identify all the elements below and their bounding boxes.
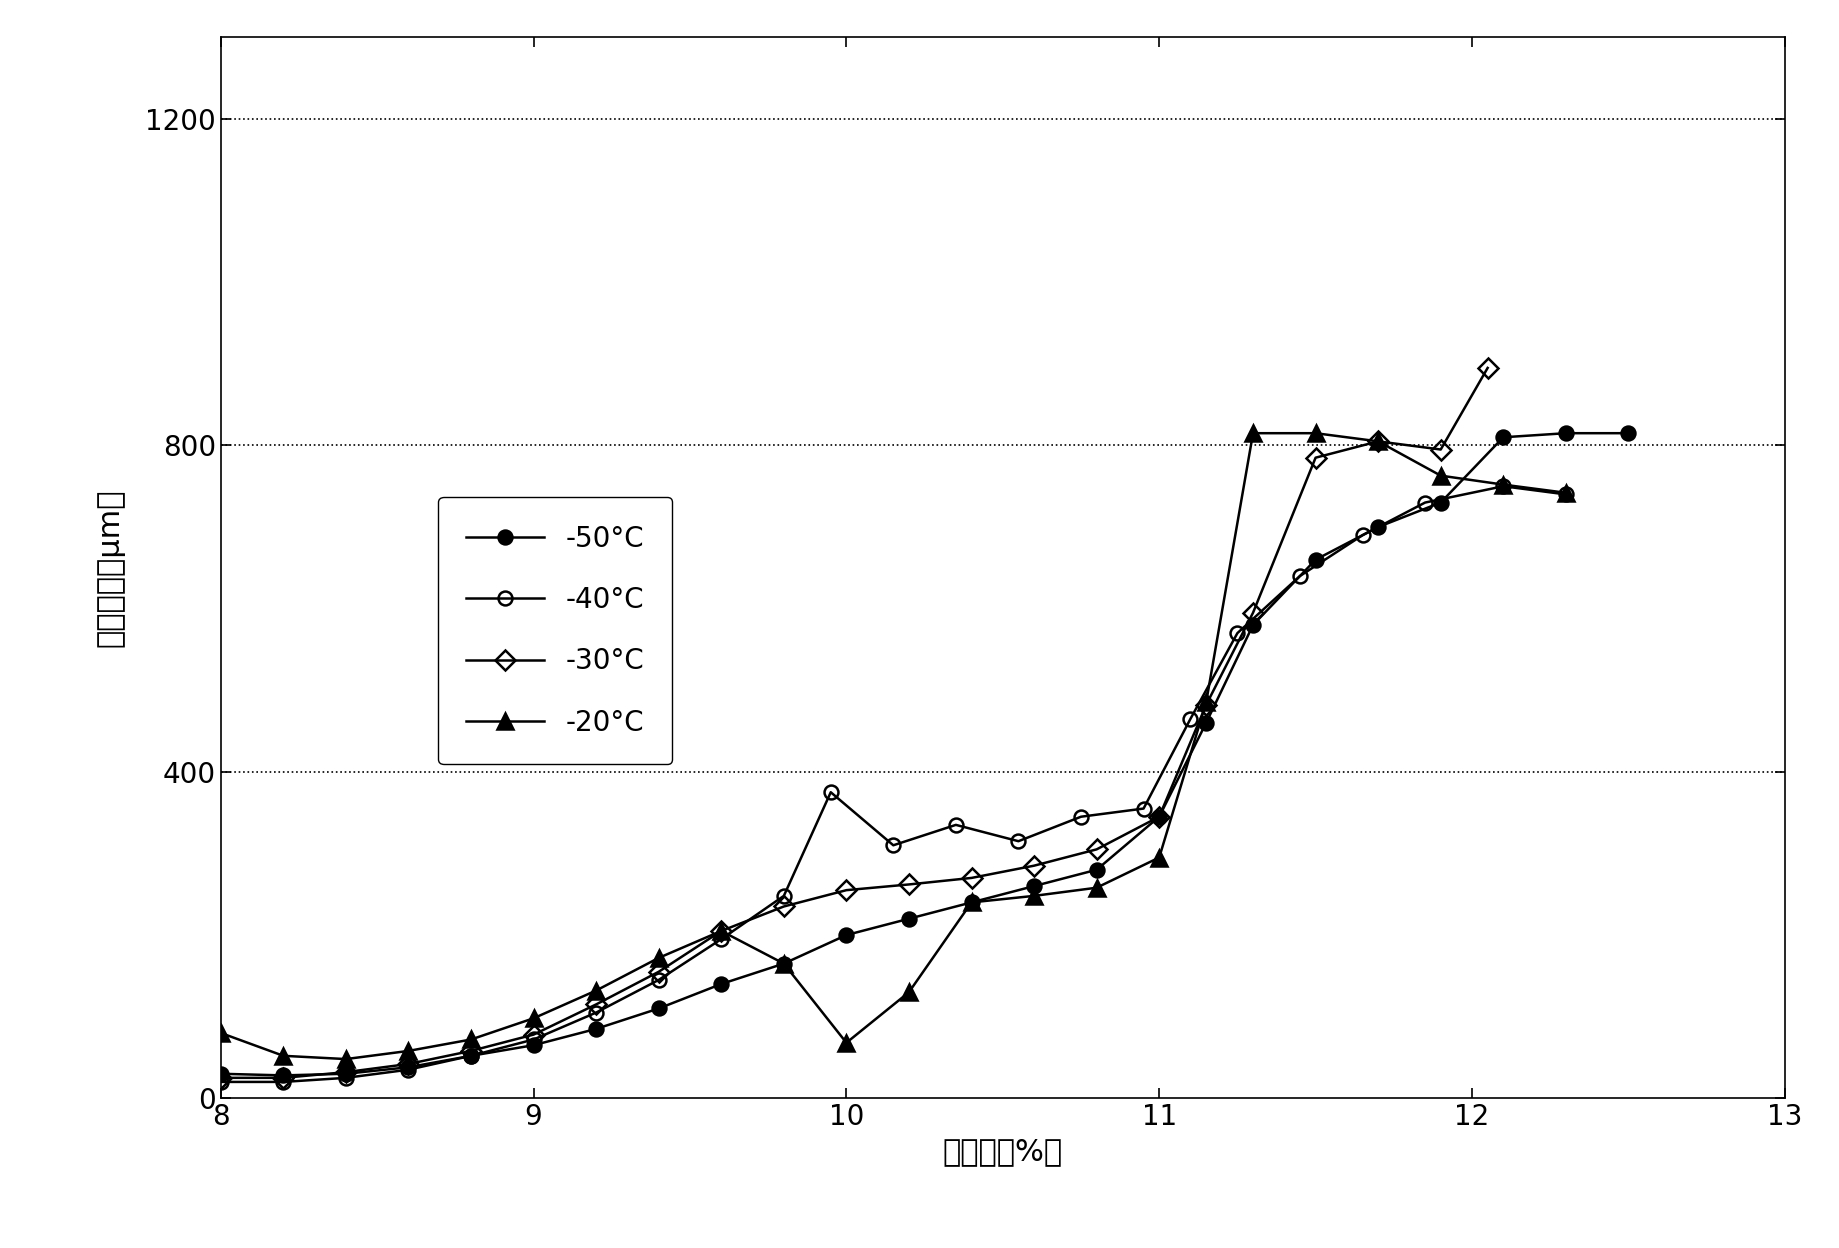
-40°C — [1414, 495, 1436, 510]
-30°C — [1304, 451, 1326, 466]
-40°C — [272, 1075, 294, 1090]
X-axis label: 含水率（%）: 含水率（%） — [942, 1137, 1063, 1166]
-40°C — [585, 1005, 607, 1020]
-50°C — [1304, 552, 1326, 567]
-30°C — [1241, 605, 1263, 620]
-20°C — [272, 1048, 294, 1063]
-30°C — [585, 997, 607, 1012]
Line: -40°C: -40°C — [213, 479, 1572, 1088]
-30°C — [772, 899, 794, 914]
-40°C — [883, 837, 905, 852]
-30°C — [335, 1065, 357, 1080]
-50°C — [1195, 715, 1217, 730]
-30°C — [1366, 434, 1388, 449]
-20°C — [1022, 889, 1045, 904]
-50°C — [897, 911, 920, 926]
-30°C — [1022, 859, 1045, 874]
-40°C — [945, 817, 967, 832]
-30°C — [897, 877, 920, 892]
Line: -20°C: -20°C — [213, 426, 1572, 1067]
Y-axis label: 孔径大小（μm）: 孔径大小（μm） — [96, 488, 125, 648]
-50°C — [210, 1066, 232, 1081]
-40°C — [1008, 834, 1030, 849]
-50°C — [835, 927, 857, 942]
-20°C — [1429, 468, 1451, 483]
Legend: -50°C, -40°C, -30°C, -20°C: -50°C, -40°C, -30°C, -20°C — [438, 497, 671, 765]
-30°C — [835, 882, 857, 897]
-40°C — [335, 1071, 357, 1086]
-30°C — [272, 1071, 294, 1086]
-40°C — [522, 1032, 544, 1047]
-40°C — [1352, 528, 1374, 543]
-50°C — [585, 1021, 607, 1036]
-20°C — [1304, 426, 1326, 441]
-50°C — [1491, 429, 1513, 444]
-50°C — [1616, 426, 1639, 441]
-20°C — [1491, 477, 1513, 492]
-40°C — [1179, 711, 1201, 726]
-20°C — [960, 895, 982, 910]
-40°C — [710, 931, 732, 946]
-50°C — [960, 895, 982, 910]
-40°C — [818, 785, 840, 800]
-40°C — [1133, 801, 1155, 816]
-30°C — [1085, 842, 1107, 857]
-40°C — [1554, 487, 1576, 502]
-30°C — [1477, 361, 1499, 376]
-50°C — [1366, 519, 1388, 534]
-20°C — [647, 951, 669, 966]
-50°C — [335, 1066, 357, 1081]
-40°C — [210, 1075, 232, 1090]
-50°C — [772, 956, 794, 971]
-50°C — [1085, 862, 1107, 877]
-50°C — [397, 1060, 419, 1075]
-30°C — [210, 1071, 232, 1086]
-20°C — [1195, 695, 1217, 710]
Line: -30°C: -30°C — [213, 361, 1493, 1085]
-30°C — [397, 1057, 419, 1072]
-40°C — [772, 889, 794, 904]
-20°C — [335, 1052, 357, 1067]
-50°C — [272, 1068, 294, 1083]
-20°C — [397, 1043, 419, 1058]
-20°C — [710, 924, 732, 938]
-30°C — [647, 965, 669, 980]
-40°C — [460, 1048, 482, 1063]
-30°C — [960, 870, 982, 885]
-50°C — [1554, 426, 1576, 441]
-20°C — [835, 1036, 857, 1051]
-20°C — [1366, 434, 1388, 449]
-40°C — [397, 1062, 419, 1077]
-50°C — [1022, 879, 1045, 894]
-40°C — [1070, 809, 1092, 824]
-50°C — [522, 1038, 544, 1053]
-30°C — [1429, 442, 1451, 457]
-40°C — [1227, 625, 1249, 640]
-20°C — [460, 1032, 482, 1047]
-20°C — [1085, 880, 1107, 895]
-20°C — [1241, 426, 1263, 441]
-30°C — [1195, 698, 1217, 713]
-50°C — [460, 1048, 482, 1063]
-20°C — [585, 983, 607, 998]
-20°C — [210, 1026, 232, 1041]
-40°C — [1287, 569, 1309, 584]
-40°C — [1491, 479, 1513, 494]
-20°C — [1554, 485, 1576, 500]
-20°C — [772, 956, 794, 971]
-30°C — [460, 1043, 482, 1058]
-50°C — [1241, 618, 1263, 633]
-20°C — [1148, 850, 1170, 865]
-50°C — [1148, 809, 1170, 824]
-50°C — [710, 976, 732, 991]
-20°C — [522, 1011, 544, 1026]
-50°C — [647, 1001, 669, 1016]
-30°C — [1148, 809, 1170, 824]
-30°C — [710, 924, 732, 938]
-20°C — [897, 985, 920, 1000]
-50°C — [1429, 495, 1451, 510]
-30°C — [522, 1027, 544, 1042]
Line: -50°C: -50°C — [213, 427, 1635, 1082]
-40°C — [647, 972, 669, 987]
